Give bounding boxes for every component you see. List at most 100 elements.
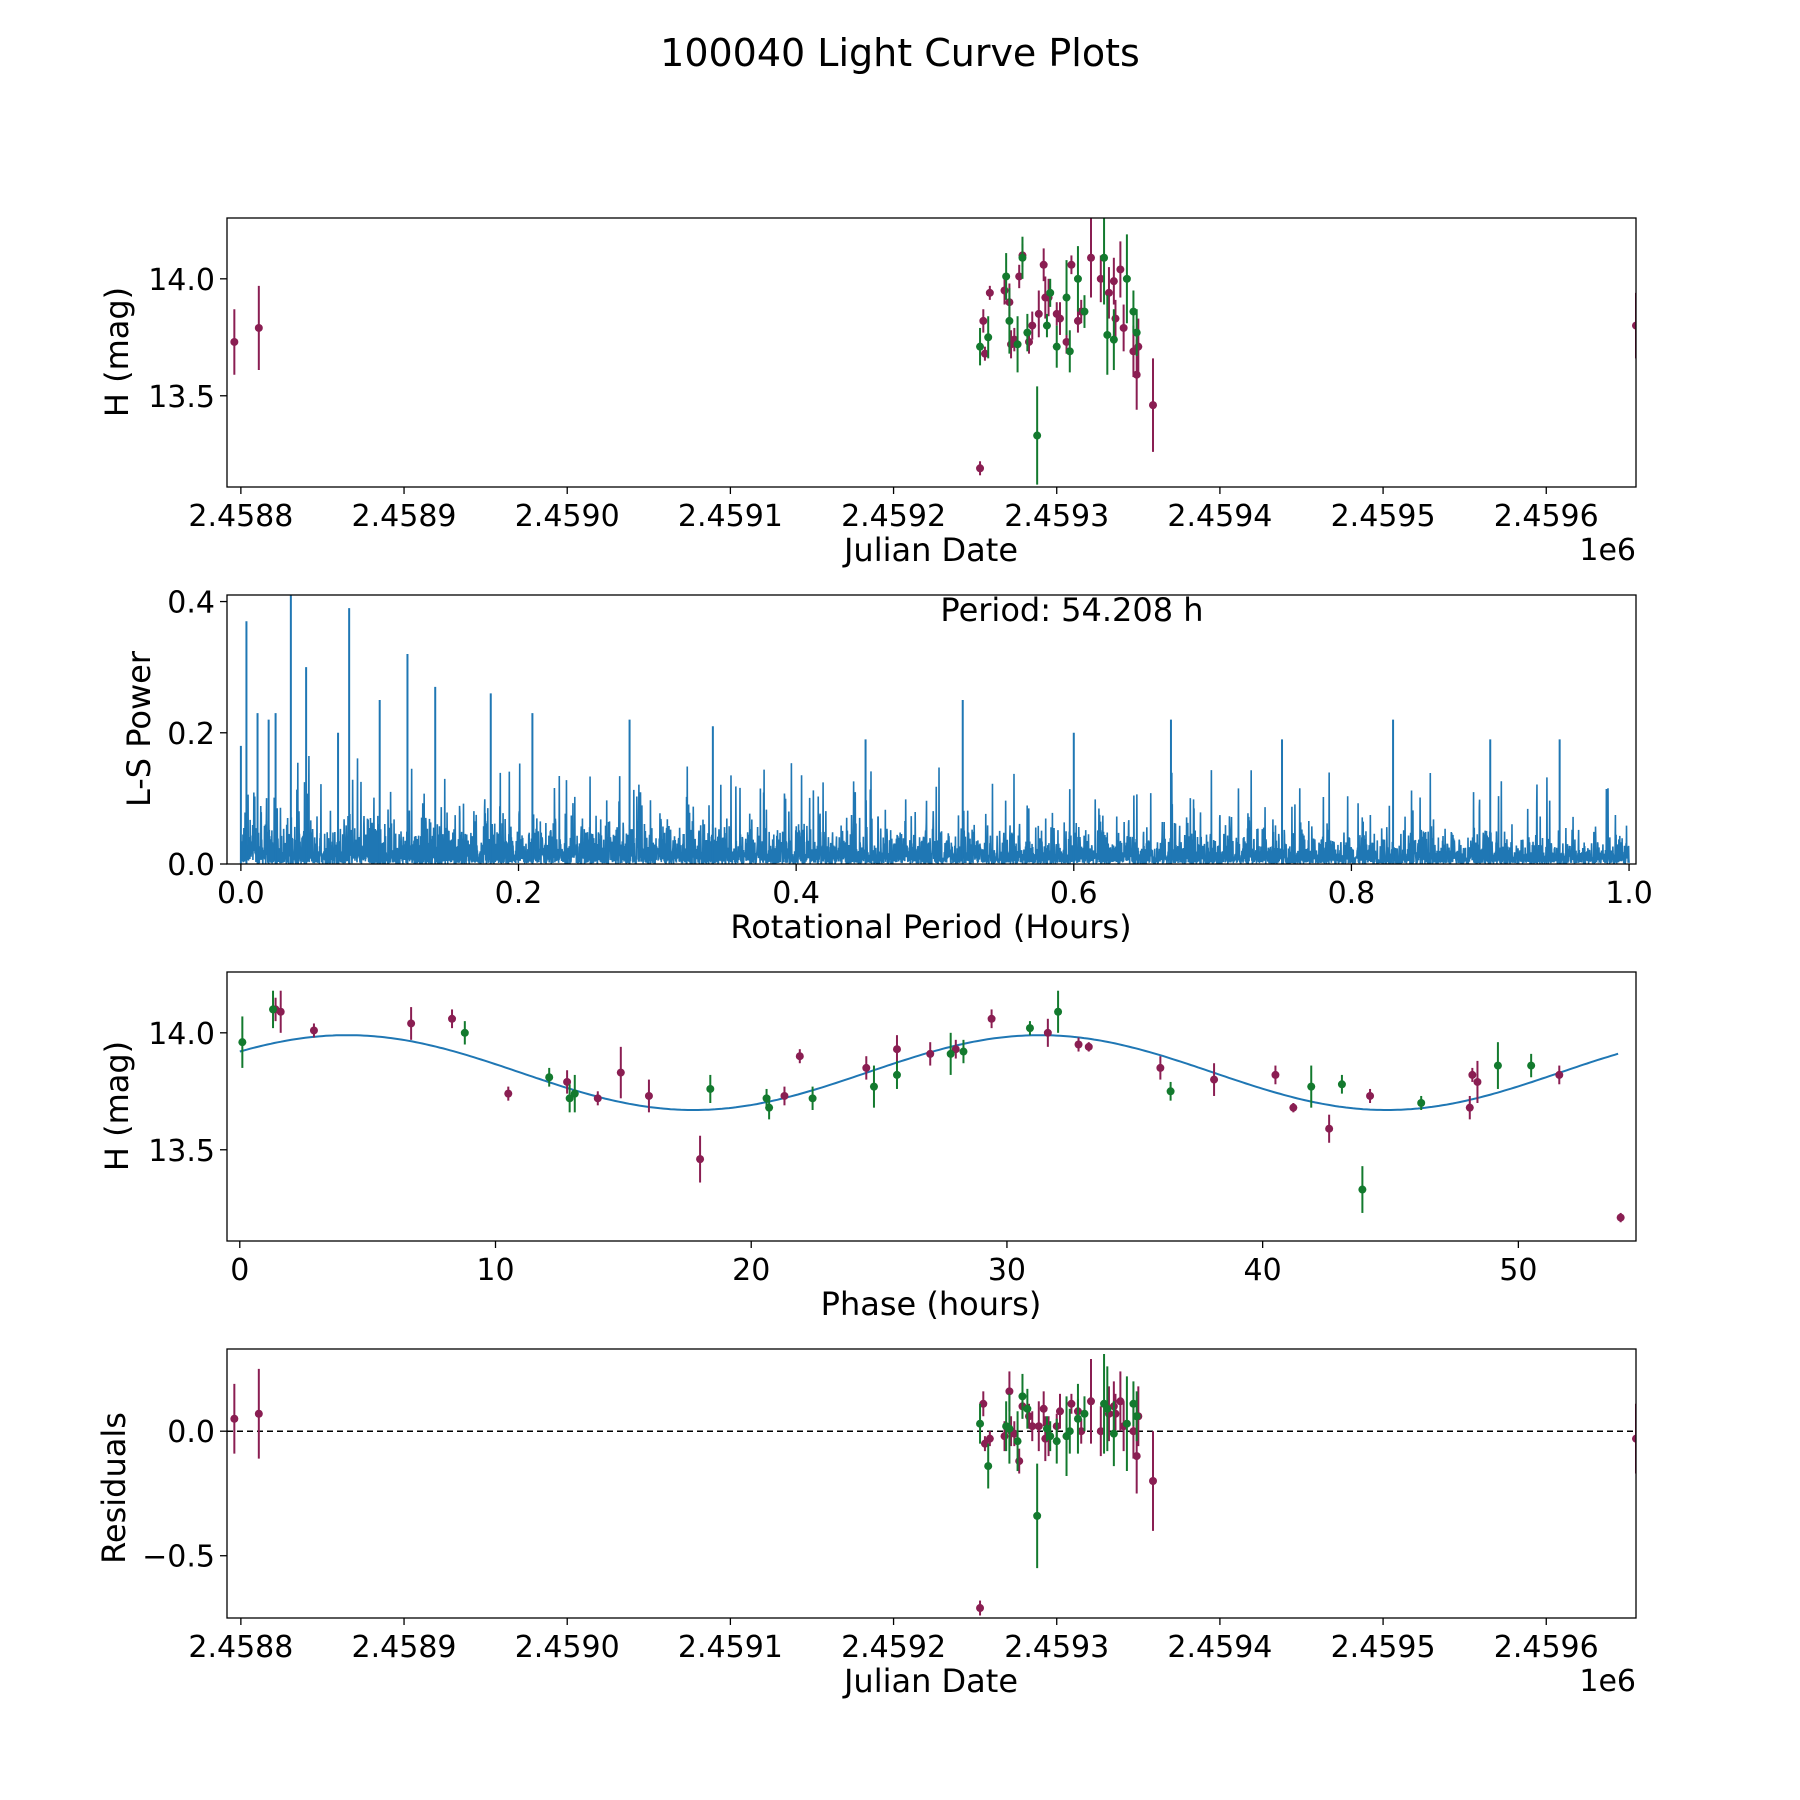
x-tick-label: 2.4588 <box>188 499 293 534</box>
plot-marks <box>239 595 1630 864</box>
periodogram-x-ticks: 0.0 0.2 0.4 0.6 0.8 1.0 <box>217 864 1653 911</box>
data-point-red <box>1084 1042 1093 1051</box>
data-point-red <box>309 1026 318 1035</box>
data-point-red <box>976 464 985 473</box>
data-point-red <box>1325 1124 1334 1133</box>
data-point-green <box>1166 1087 1175 1096</box>
data-point-green <box>706 1084 715 1093</box>
data-point-green <box>1013 1437 1022 1446</box>
data-point-red <box>1073 316 1082 325</box>
data-point-green <box>1132 328 1141 337</box>
data-point-red <box>1149 401 1158 410</box>
data-point-red <box>951 1045 960 1054</box>
data-point-green <box>1103 1404 1112 1413</box>
periodogram-period-annotation: Period: 54.208 h <box>940 591 1203 629</box>
data-point-red <box>407 1019 416 1028</box>
data-point-green <box>1307 1082 1316 1091</box>
data-point-red <box>980 349 989 358</box>
data-point-red <box>1132 1452 1141 1461</box>
residuals-plot-area <box>227 1353 1636 1616</box>
x-tick-label: 10 <box>476 1253 514 1288</box>
data-point-green <box>1018 1392 1027 1401</box>
residuals-y-ticks: −0.5 0.0 <box>142 1415 227 1575</box>
data-point-green <box>959 1047 968 1056</box>
x-tick-label: 0 <box>230 1253 249 1288</box>
data-point-green <box>1132 1412 1141 1421</box>
data-point-red <box>1087 253 1096 262</box>
x-tick-label: 30 <box>988 1253 1026 1288</box>
x-tick-label: 2.4590 <box>515 1630 620 1665</box>
data-point-red <box>1010 1429 1019 1438</box>
data-point-green <box>1018 253 1027 262</box>
data-point-red <box>1134 342 1143 351</box>
data-point-red <box>1034 1422 1043 1431</box>
periodogram-x-label: Rotational Period (Hours) <box>730 908 1131 946</box>
data-point-green <box>570 1089 579 1098</box>
panel-phased: 0 10 20 30 40 50 13.5 14.0 Phase (hours) H (ma… <box>98 971 1637 1323</box>
data-point-red <box>1055 314 1064 323</box>
phased-axes-frame <box>226 971 1637 1242</box>
data-point-green <box>238 1038 247 1047</box>
data-point-green <box>1417 1098 1426 1107</box>
residuals-x-label: Julian Date <box>842 1662 1018 1700</box>
residuals-x-ticks: 2.4588 2.4589 2.4590 2.4591 2.4592 2.4593 2.45… <box>188 1618 1599 1665</box>
y-tick-label: 13.5 <box>148 380 215 415</box>
data-point-red <box>985 288 994 297</box>
data-point-red <box>1055 1407 1064 1416</box>
lightcurve-plot-area <box>230 218 1636 485</box>
x-tick-label: 2.4593 <box>1004 499 1109 534</box>
lightcurve-x-label: Julian Date <box>842 531 1018 569</box>
panel-periodogram: 0.0 0.2 0.4 0.6 0.8 1.0 0.0 0.2 0.4 Period: 54.… <box>120 586 1653 946</box>
periodogram-plot-area <box>239 595 1630 864</box>
x-tick-label: 0.2 <box>495 876 543 911</box>
data-point-green <box>1065 1427 1074 1436</box>
data-point-red <box>795 1052 804 1061</box>
lightcurve-y-label: H (mag) <box>98 287 136 417</box>
plot-marks <box>230 218 1636 485</box>
lightcurve-x-ticks: 2.4588 2.4589 2.4590 2.4591 2.4592 2.4593 2.45… <box>188 487 1599 534</box>
data-point-red <box>1028 1422 1037 1431</box>
data-point-green <box>269 1005 278 1014</box>
data-point-green <box>1129 307 1138 316</box>
y-tick-label: 0.2 <box>167 717 215 752</box>
data-point-red <box>1156 1063 1165 1072</box>
x-tick-label: 50 <box>1499 1253 1537 1288</box>
data-point-green <box>984 333 993 342</box>
data-point-red <box>616 1068 625 1077</box>
data-point-red <box>1473 1077 1482 1086</box>
data-point-green <box>946 1049 955 1058</box>
data-point-red <box>1109 277 1118 286</box>
data-point-red <box>563 1077 572 1086</box>
data-point-green <box>976 1419 985 1428</box>
data-point-green <box>545 1073 554 1082</box>
data-point-red <box>593 1094 602 1103</box>
data-point-red <box>1039 260 1048 269</box>
data-point-red <box>448 1014 457 1023</box>
data-point-red <box>1149 1477 1158 1486</box>
data-point-green <box>1493 1061 1502 1070</box>
data-point-green <box>869 1082 878 1091</box>
data-point-red <box>976 1604 985 1613</box>
sinusoid-fit-line <box>239 1034 1619 1111</box>
data-point-green <box>765 1103 774 1112</box>
x-tick-label: 0.4 <box>772 876 820 911</box>
data-point-green <box>1005 1424 1014 1433</box>
data-point-red <box>1005 1387 1014 1396</box>
figure-title: 100040 Light Curve Plots <box>660 31 1140 75</box>
data-point-green <box>1052 1437 1061 1446</box>
data-point-green <box>1046 288 1055 297</box>
data-point-green <box>1129 1399 1138 1408</box>
data-point-green <box>1527 1061 1536 1070</box>
data-point-green <box>1080 1409 1089 1418</box>
data-point-green <box>1073 1414 1082 1423</box>
data-point-red <box>1111 314 1120 323</box>
residuals-axes-frame <box>226 1348 1637 1619</box>
data-point-red <box>1465 1103 1474 1112</box>
data-point-red <box>1632 321 1636 330</box>
phased-x-ticks: 0 10 20 30 40 50 <box>230 1241 1537 1288</box>
data-point-red <box>1271 1070 1280 1079</box>
data-point-red <box>1129 1427 1138 1436</box>
lightcurve-offset-label: 1e6 <box>1579 533 1636 568</box>
x-tick-label: 2.4589 <box>352 499 457 534</box>
